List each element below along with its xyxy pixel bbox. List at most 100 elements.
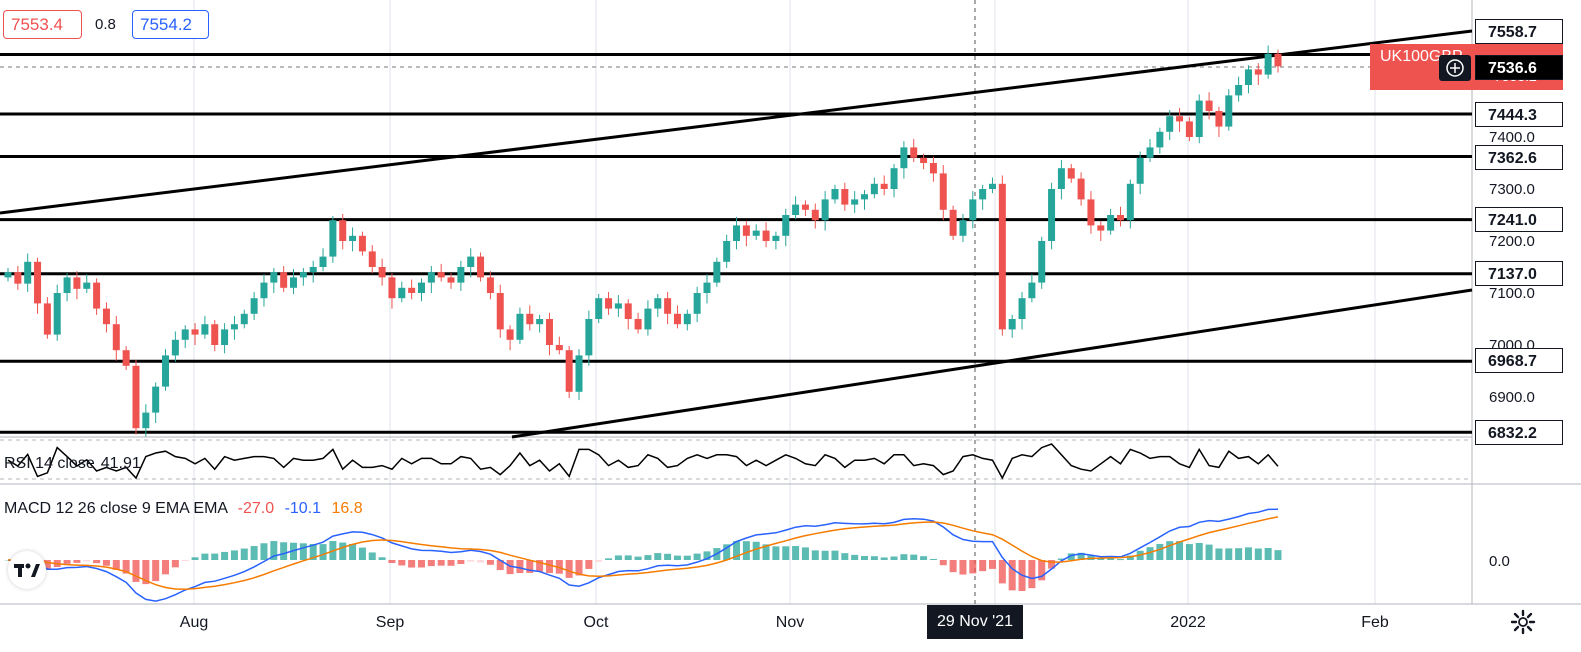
candle-body bbox=[575, 355, 583, 392]
candle-body bbox=[526, 313, 534, 325]
candle-body bbox=[979, 189, 987, 200]
macd-hist-bar bbox=[496, 560, 504, 571]
candle-body bbox=[664, 298, 672, 314]
candle-body bbox=[595, 298, 603, 319]
macd-hist-bar bbox=[1077, 552, 1085, 560]
candle-body bbox=[280, 272, 288, 288]
time-tick: 2022 bbox=[1170, 614, 1206, 631]
macd-hist-bar bbox=[83, 560, 91, 562]
macd-hist-bar bbox=[1176, 541, 1184, 560]
candle-body bbox=[831, 189, 839, 200]
horizontal-levels bbox=[0, 52, 1472, 434]
macd-hist-bar bbox=[1225, 548, 1233, 560]
level-tag[interactable]: 6832.2 bbox=[1475, 420, 1563, 445]
macd-hist-bar bbox=[988, 560, 996, 569]
candle-body bbox=[329, 220, 337, 257]
candle-body bbox=[969, 199, 977, 221]
candle-body bbox=[290, 277, 298, 288]
macd-hist-bar bbox=[1254, 548, 1262, 560]
rsi-legend[interactable]: RSI 14 close 41.91 bbox=[4, 455, 141, 473]
macd-hist-bar bbox=[723, 544, 731, 560]
candle-body bbox=[762, 230, 770, 241]
macd-hist-bar bbox=[664, 553, 672, 560]
macd-hist-bar bbox=[93, 560, 101, 564]
level-tag[interactable]: 7241.0 bbox=[1475, 207, 1563, 232]
macd-hist-bar bbox=[1195, 542, 1203, 560]
macd-hist-bar bbox=[299, 543, 307, 560]
macd-hist-bar bbox=[467, 560, 475, 562]
macd-hist-bar bbox=[408, 560, 416, 568]
candle-body bbox=[447, 277, 455, 283]
macd-hist-bar bbox=[142, 560, 150, 585]
macd-label: MACD 12 26 close 9 EMA EMA bbox=[4, 500, 228, 517]
candle-body bbox=[260, 282, 268, 299]
macd-hist-bar bbox=[851, 554, 859, 560]
tradingview-logo-icon[interactable] bbox=[8, 551, 46, 589]
macd-hist-bar bbox=[132, 560, 140, 582]
candle-body bbox=[949, 209, 957, 236]
macd-legend[interactable]: MACD 12 26 close 9 EMA EMA -27.0 -10.1 1… bbox=[4, 500, 363, 518]
candle-body bbox=[929, 163, 937, 174]
bid-price-box[interactable]: 7553.4 bbox=[3, 10, 82, 39]
macd-hist-bar bbox=[536, 560, 544, 572]
candle-body bbox=[171, 339, 179, 356]
macd-hist-bar bbox=[1126, 555, 1134, 560]
macd-hist-bar bbox=[575, 560, 583, 576]
macd-hist-bar bbox=[595, 560, 603, 562]
level-tag[interactable]: 7362.6 bbox=[1475, 145, 1563, 170]
candle-body bbox=[900, 147, 908, 169]
macd-hist-bar bbox=[388, 560, 396, 563]
level-tag[interactable]: 7137.0 bbox=[1475, 261, 1563, 286]
candle-body bbox=[93, 282, 101, 309]
level-tag[interactable]: 7444.3 bbox=[1475, 102, 1563, 127]
candle-body bbox=[63, 277, 71, 293]
candle-body bbox=[1146, 147, 1154, 158]
candle-body bbox=[673, 313, 681, 325]
level-tag[interactable]: 6968.7 bbox=[1475, 348, 1563, 373]
macd-line bbox=[7, 508, 1279, 602]
add-crosshair-button[interactable] bbox=[1439, 55, 1471, 81]
macd-tick: 0.0 bbox=[1489, 553, 1510, 570]
macd-hist-bar bbox=[624, 555, 632, 560]
candle-body bbox=[1274, 53, 1282, 67]
macd-hist-bar bbox=[260, 543, 268, 560]
candle-body bbox=[742, 225, 750, 236]
price-tick: 7200.0 bbox=[1489, 233, 1535, 250]
time-tick: Oct bbox=[583, 614, 609, 631]
macd-hist-value: -27.0 bbox=[237, 500, 275, 517]
crosshair-price-tag: 7536.6 bbox=[1475, 55, 1563, 80]
settings-gear-icon[interactable] bbox=[1510, 609, 1536, 635]
macd-hist-bar bbox=[417, 560, 425, 568]
candle-body bbox=[605, 298, 613, 309]
upper-trendline bbox=[0, 29, 1473, 215]
macd-hist-bar bbox=[683, 555, 691, 560]
candle-body bbox=[861, 194, 869, 200]
macd-hist-bar bbox=[752, 541, 760, 560]
level-tag[interactable]: 7558.7 bbox=[1475, 19, 1563, 44]
candle-body bbox=[349, 235, 357, 241]
macd-hist-bar bbox=[831, 550, 839, 560]
candle-body bbox=[4, 272, 12, 278]
ask-price-box[interactable]: 7554.2 bbox=[132, 10, 209, 39]
macd-hist-bar bbox=[368, 552, 376, 560]
macd-hist-bar bbox=[939, 560, 947, 566]
candle-body bbox=[998, 183, 1006, 330]
candle-body bbox=[614, 303, 622, 309]
macd-hist-bar bbox=[43, 560, 51, 569]
macd-hist-bar bbox=[1185, 544, 1193, 560]
macd-hist-bar bbox=[1146, 547, 1154, 560]
candle-body bbox=[191, 329, 199, 335]
macd-hist-bar bbox=[191, 557, 199, 560]
candle-body bbox=[821, 199, 829, 221]
candle-body bbox=[870, 183, 878, 195]
candle-body bbox=[152, 386, 160, 413]
candle-body bbox=[1087, 199, 1095, 226]
candle-body bbox=[142, 412, 150, 429]
candle-body bbox=[368, 251, 376, 267]
candle-body bbox=[516, 313, 524, 340]
macd-hist-bar bbox=[673, 555, 681, 560]
candle-body bbox=[733, 225, 741, 241]
macd-hist-bar bbox=[349, 543, 357, 560]
